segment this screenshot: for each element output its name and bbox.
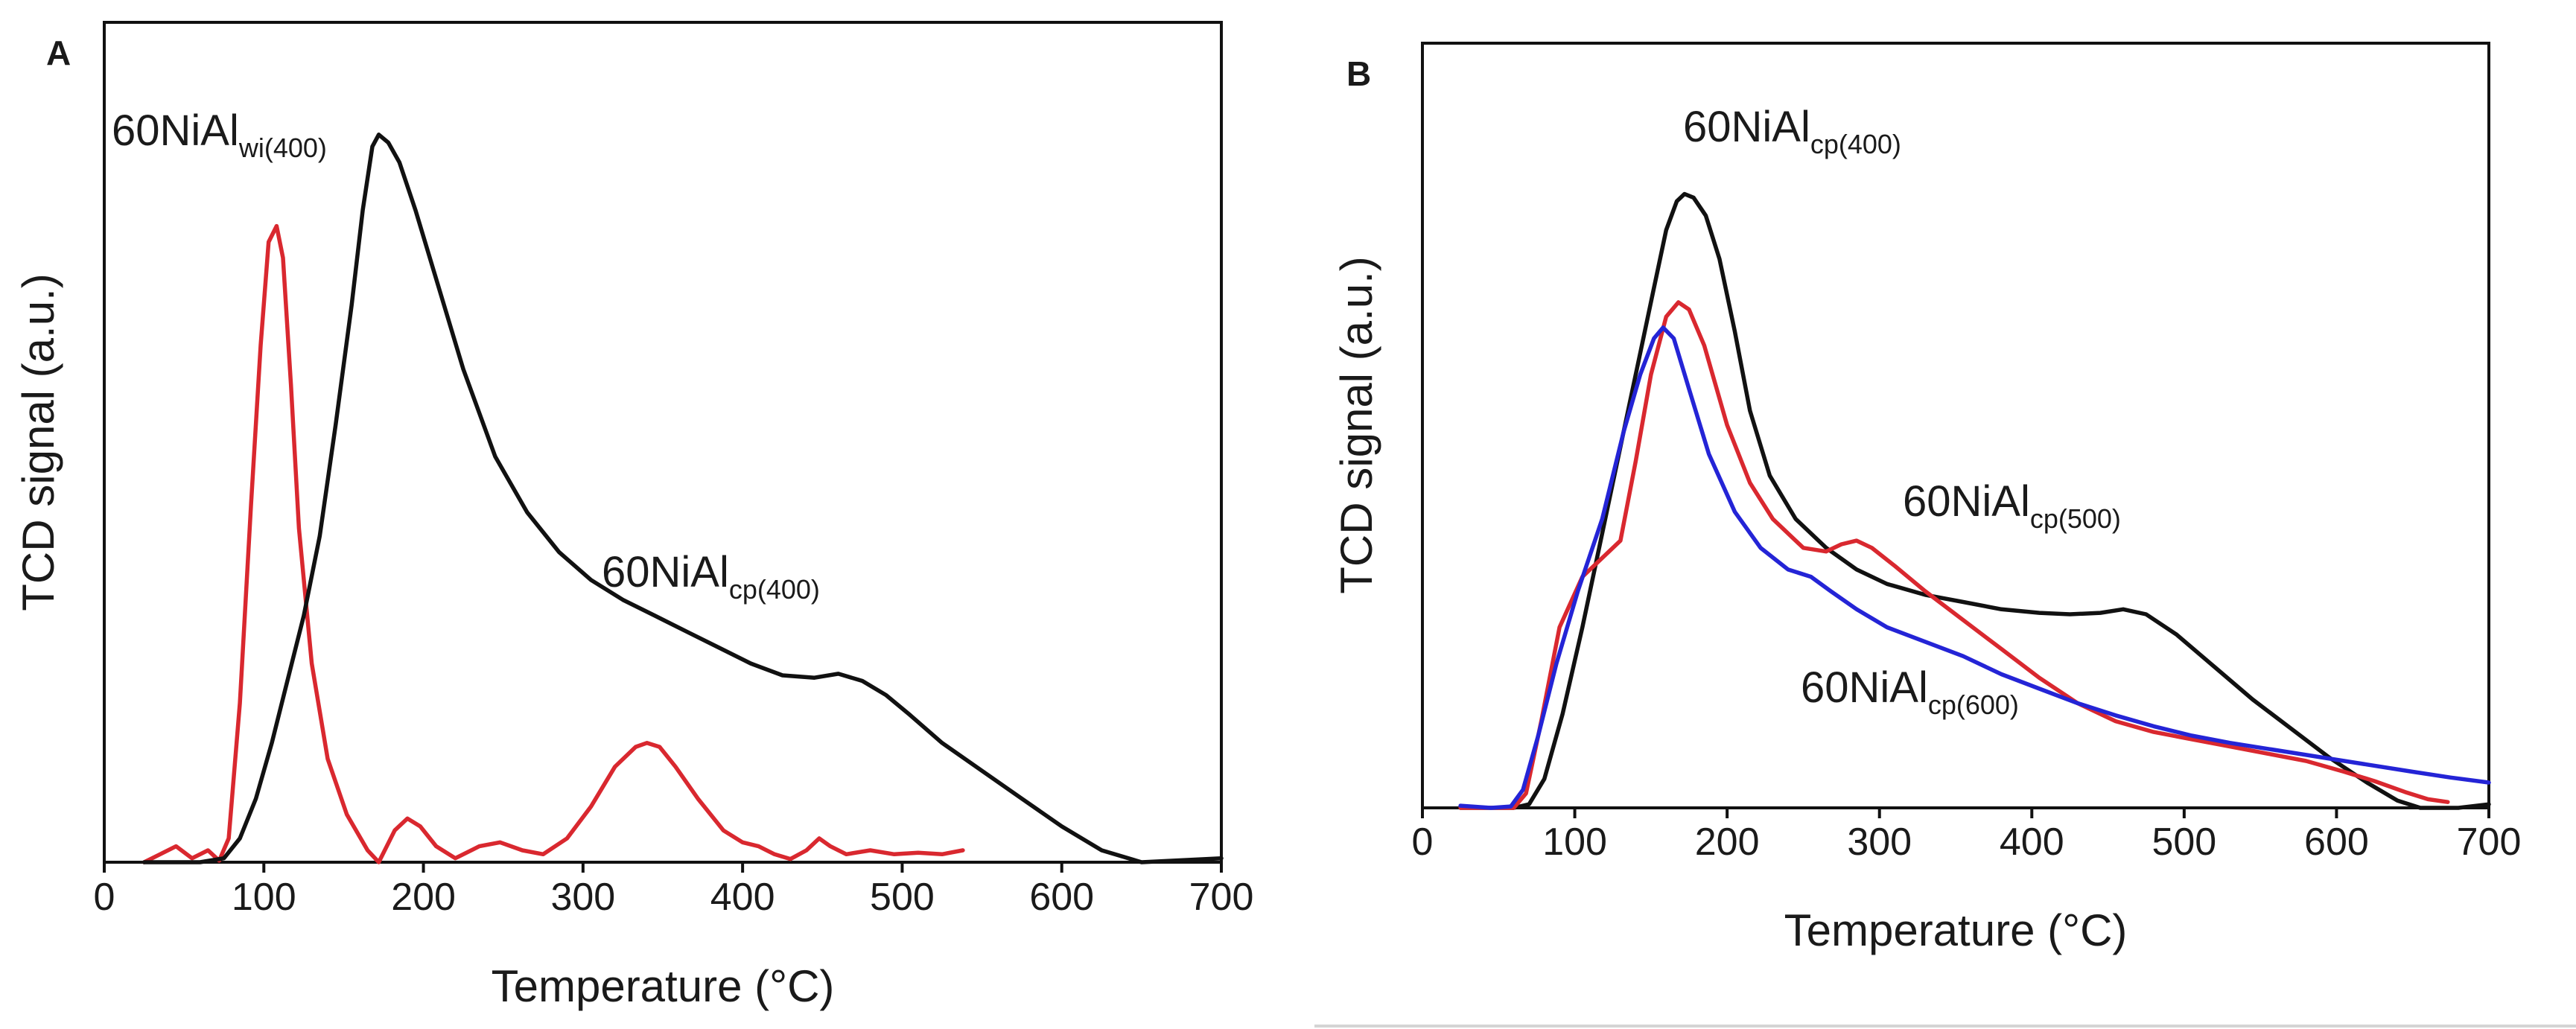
panel-a-x-tick-label: 100: [232, 876, 296, 919]
panel-a-series-wi400-line: [141, 223, 965, 864]
panel-b-x-tick-label: 100: [1542, 821, 1607, 864]
panel-b-label-cp500: 60NiAlcp(500): [1903, 477, 2121, 534]
panel-a-label-wi400: 60NiAlwi(400): [112, 106, 327, 163]
panel-b-x-tick-label: 600: [2304, 821, 2369, 864]
panel-a-x-tick-label: 0: [94, 876, 115, 919]
panel-b-series-cp600-line: [1458, 325, 2491, 810]
panel-b-x-axis-title: Temperature (°C): [1784, 905, 2128, 955]
panel-b-x-axis: 0 100 200 300 400 500 600 700: [1412, 808, 2522, 864]
panel-a-x-tick-label: 700: [1189, 876, 1254, 919]
panel-b-x-tick-label: 300: [1847, 821, 1912, 864]
label-main: 60NiAl: [602, 548, 729, 596]
panel-b-letter: B: [1346, 54, 1371, 93]
label-main: 60NiAl: [1683, 103, 1810, 151]
panel-b-plot-frame: [1421, 42, 2490, 809]
panel-b-y-axis-title: TCD signal (a.u.): [1332, 256, 1381, 593]
label-main: 60NiAl: [112, 106, 239, 155]
panel-a-label-cp400: 60NiAlcp(400): [602, 548, 820, 605]
panel-b-label-cp400: 60NiAlcp(400): [1683, 103, 1901, 159]
panel-a-series-cp400-line: [141, 133, 1224, 864]
label-main: 60NiAl: [1903, 477, 2030, 526]
label-subscript: cp(400): [1810, 129, 1901, 159]
panel-a-x-tick-label: 400: [710, 876, 775, 919]
panel-b-series-cp500-line: [1458, 300, 2450, 810]
panel-a-x-tick-label: 600: [1029, 876, 1094, 919]
label-main: 60NiAl: [1801, 663, 1928, 712]
panel-b-x-tick-label: 0: [1412, 821, 1434, 864]
panel-a-x-axis: 0 100 200 300 400 500 600 700: [94, 862, 1254, 919]
panel-a: A 0 100 200 300 400 500 600 700 Temperature (°C…: [13, 21, 1254, 1011]
panel-b-x-tick-label: 400: [2000, 821, 2064, 864]
label-subscript: cp(400): [729, 574, 820, 605]
panel-a-x-tick-label: 500: [870, 876, 935, 919]
panel-a-x-tick-label: 300: [550, 876, 615, 919]
label-subscript: wi(400): [238, 133, 327, 163]
label-subscript: cp(500): [2030, 503, 2121, 534]
panel-a-letter: A: [46, 34, 71, 72]
panel-b-x-tick-label: 500: [2152, 821, 2216, 864]
panel-a-y-axis-title: TCD signal (a.u.): [13, 273, 63, 611]
panel-b-x-tick-label: 200: [1695, 821, 1760, 864]
panel-b-label-cp600: 60NiAlcp(600): [1801, 663, 2019, 720]
panel-b-x-tick-label: 700: [2457, 821, 2522, 864]
panel-a-x-tick-label: 200: [391, 876, 456, 919]
panel-a-x-axis-title: Temperature (°C): [492, 961, 835, 1011]
label-subscript: cp(600): [1928, 689, 2019, 720]
panel-a-curves: [141, 133, 1224, 864]
panel-b-curves: [1458, 191, 2491, 810]
panel-b: B 0 100 200 300 400 500 600 700 Temperature (°C…: [1314, 42, 2576, 1028]
panel-a-plot-frame: [103, 21, 1223, 864]
